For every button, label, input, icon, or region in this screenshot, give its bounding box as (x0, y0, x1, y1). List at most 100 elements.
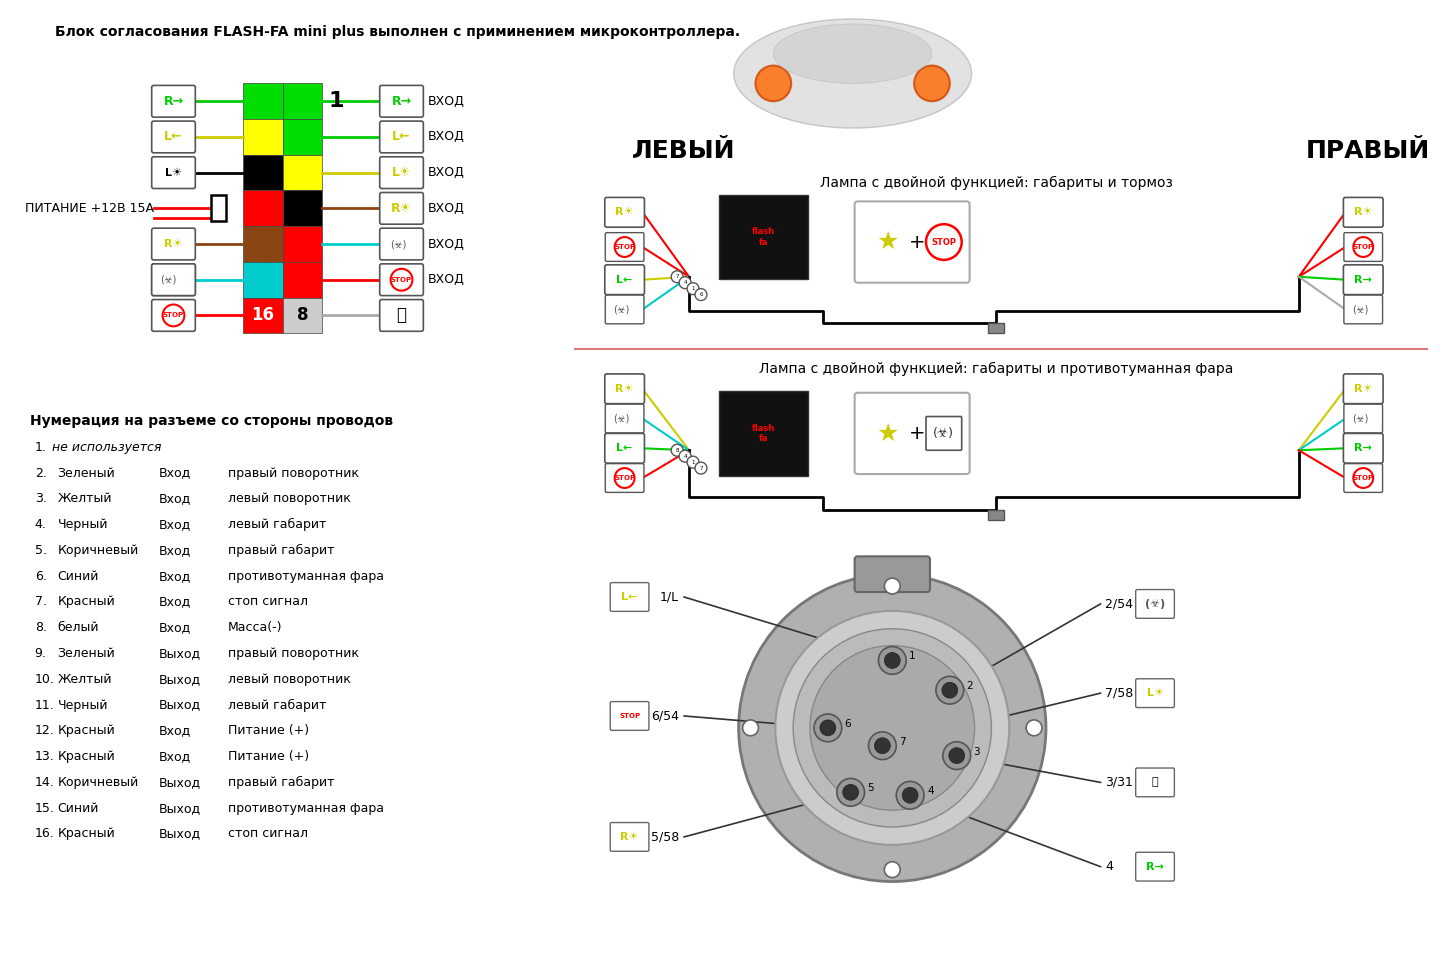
Text: Вход: Вход (158, 544, 192, 557)
Text: Выход: Выход (158, 673, 200, 685)
Text: L☀: L☀ (392, 166, 412, 180)
Text: R☀: R☀ (621, 832, 639, 842)
Text: не используется: не используется (52, 441, 161, 454)
Text: 3: 3 (973, 747, 981, 756)
Bar (282, 227, 323, 262)
Text: левый поворотник: левый поворотник (228, 492, 351, 505)
Text: L←: L← (164, 131, 183, 143)
FancyBboxPatch shape (1136, 768, 1175, 797)
FancyBboxPatch shape (1136, 852, 1175, 881)
Text: ПРАВЫЙ: ПРАВЫЙ (1306, 139, 1430, 163)
Circle shape (903, 787, 919, 804)
Text: 7/58: 7/58 (1106, 686, 1133, 700)
FancyBboxPatch shape (854, 557, 930, 592)
Circle shape (896, 781, 924, 809)
FancyBboxPatch shape (605, 373, 645, 403)
FancyBboxPatch shape (380, 300, 423, 331)
FancyBboxPatch shape (605, 198, 645, 228)
Text: 14.: 14. (35, 776, 55, 789)
Text: Вход: Вход (158, 492, 192, 505)
Text: 13.: 13. (35, 750, 55, 763)
Circle shape (696, 289, 707, 300)
Text: (☣): (☣) (390, 239, 406, 249)
Text: 15.: 15. (35, 802, 55, 815)
Text: 2.: 2. (35, 467, 46, 480)
Text: STOP: STOP (619, 713, 641, 719)
FancyBboxPatch shape (611, 583, 649, 612)
Text: Вход: Вход (158, 621, 192, 635)
Circle shape (819, 720, 835, 735)
Text: Выход: Выход (158, 802, 200, 815)
FancyBboxPatch shape (1344, 404, 1382, 433)
Text: ★: ★ (876, 230, 899, 254)
Text: 6.: 6. (35, 569, 46, 583)
Text: STOP: STOP (1352, 244, 1374, 250)
Text: Лампа с двойной функцией: габариты и противотуманная фара: Лампа с двойной функцией: габариты и про… (759, 362, 1234, 376)
Text: левый габарит: левый габарит (228, 518, 327, 531)
FancyBboxPatch shape (605, 295, 644, 324)
Circle shape (390, 269, 412, 291)
FancyBboxPatch shape (380, 193, 423, 225)
Text: 6: 6 (845, 719, 851, 729)
Text: R☀: R☀ (164, 239, 183, 249)
Text: 2: 2 (966, 682, 973, 691)
Text: STOP: STOP (613, 244, 635, 250)
Text: Черный: Черный (58, 518, 108, 531)
Bar (719, 392, 808, 475)
Text: 2/54 G: 2/54 G (1106, 597, 1148, 611)
Text: противотуманная фара: противотуманная фара (228, 569, 384, 583)
Text: 1: 1 (691, 286, 694, 291)
FancyBboxPatch shape (151, 156, 196, 188)
Text: стоп сигнал: стоп сигнал (228, 595, 308, 609)
Bar (212, 196, 226, 221)
FancyBboxPatch shape (605, 265, 645, 295)
Text: Вход: Вход (158, 725, 192, 737)
Circle shape (743, 720, 759, 735)
Circle shape (942, 683, 958, 698)
Text: 1: 1 (691, 460, 694, 465)
Text: Нумерация на разъеме со стороны проводов: Нумерация на разъеме со стороны проводов (30, 414, 393, 427)
Text: 16: 16 (251, 306, 274, 324)
Text: Желтый: Желтый (58, 492, 112, 505)
Text: R→: R→ (1354, 444, 1372, 453)
Circle shape (914, 65, 950, 101)
Text: (☣): (☣) (613, 414, 629, 423)
Circle shape (696, 462, 707, 474)
Text: 7: 7 (675, 275, 678, 279)
Bar (282, 262, 323, 298)
Text: STOP: STOP (163, 312, 184, 319)
Circle shape (793, 629, 992, 827)
FancyBboxPatch shape (1344, 295, 1382, 324)
Text: (☣): (☣) (933, 427, 955, 440)
Circle shape (615, 237, 635, 257)
Circle shape (671, 444, 683, 456)
Text: STOP: STOP (1352, 475, 1374, 481)
FancyBboxPatch shape (611, 823, 649, 852)
Text: правый габарит: правый габарит (228, 776, 334, 789)
Text: Питание (+): Питание (+) (228, 750, 310, 763)
Text: Черный: Черный (58, 699, 108, 711)
Text: 1/L: 1/L (660, 590, 680, 604)
Circle shape (884, 578, 900, 594)
Text: flash
fa: flash fa (752, 228, 775, 247)
Text: Зеленый: Зеленый (58, 647, 115, 660)
Circle shape (680, 450, 691, 462)
Text: белый: белый (58, 621, 99, 635)
FancyBboxPatch shape (605, 464, 644, 492)
Text: +: + (909, 232, 926, 252)
Text: STOP: STOP (392, 276, 412, 283)
Bar (719, 195, 808, 279)
FancyBboxPatch shape (151, 264, 196, 296)
Text: Питание (+): Питание (+) (228, 725, 310, 737)
Text: 5: 5 (867, 783, 874, 793)
Circle shape (884, 653, 900, 668)
Text: Лампа с двойной функцией: габариты и тормоз: Лампа с двойной функцией: габариты и тор… (819, 176, 1172, 190)
Text: Выход: Выход (158, 647, 200, 660)
Text: 8.: 8. (35, 621, 46, 635)
Text: стоп сигнал: стоп сигнал (228, 828, 308, 840)
Circle shape (943, 742, 971, 770)
Bar (243, 119, 282, 155)
Text: ВХОД: ВХОД (428, 274, 464, 286)
FancyBboxPatch shape (380, 264, 423, 296)
Circle shape (814, 714, 842, 742)
